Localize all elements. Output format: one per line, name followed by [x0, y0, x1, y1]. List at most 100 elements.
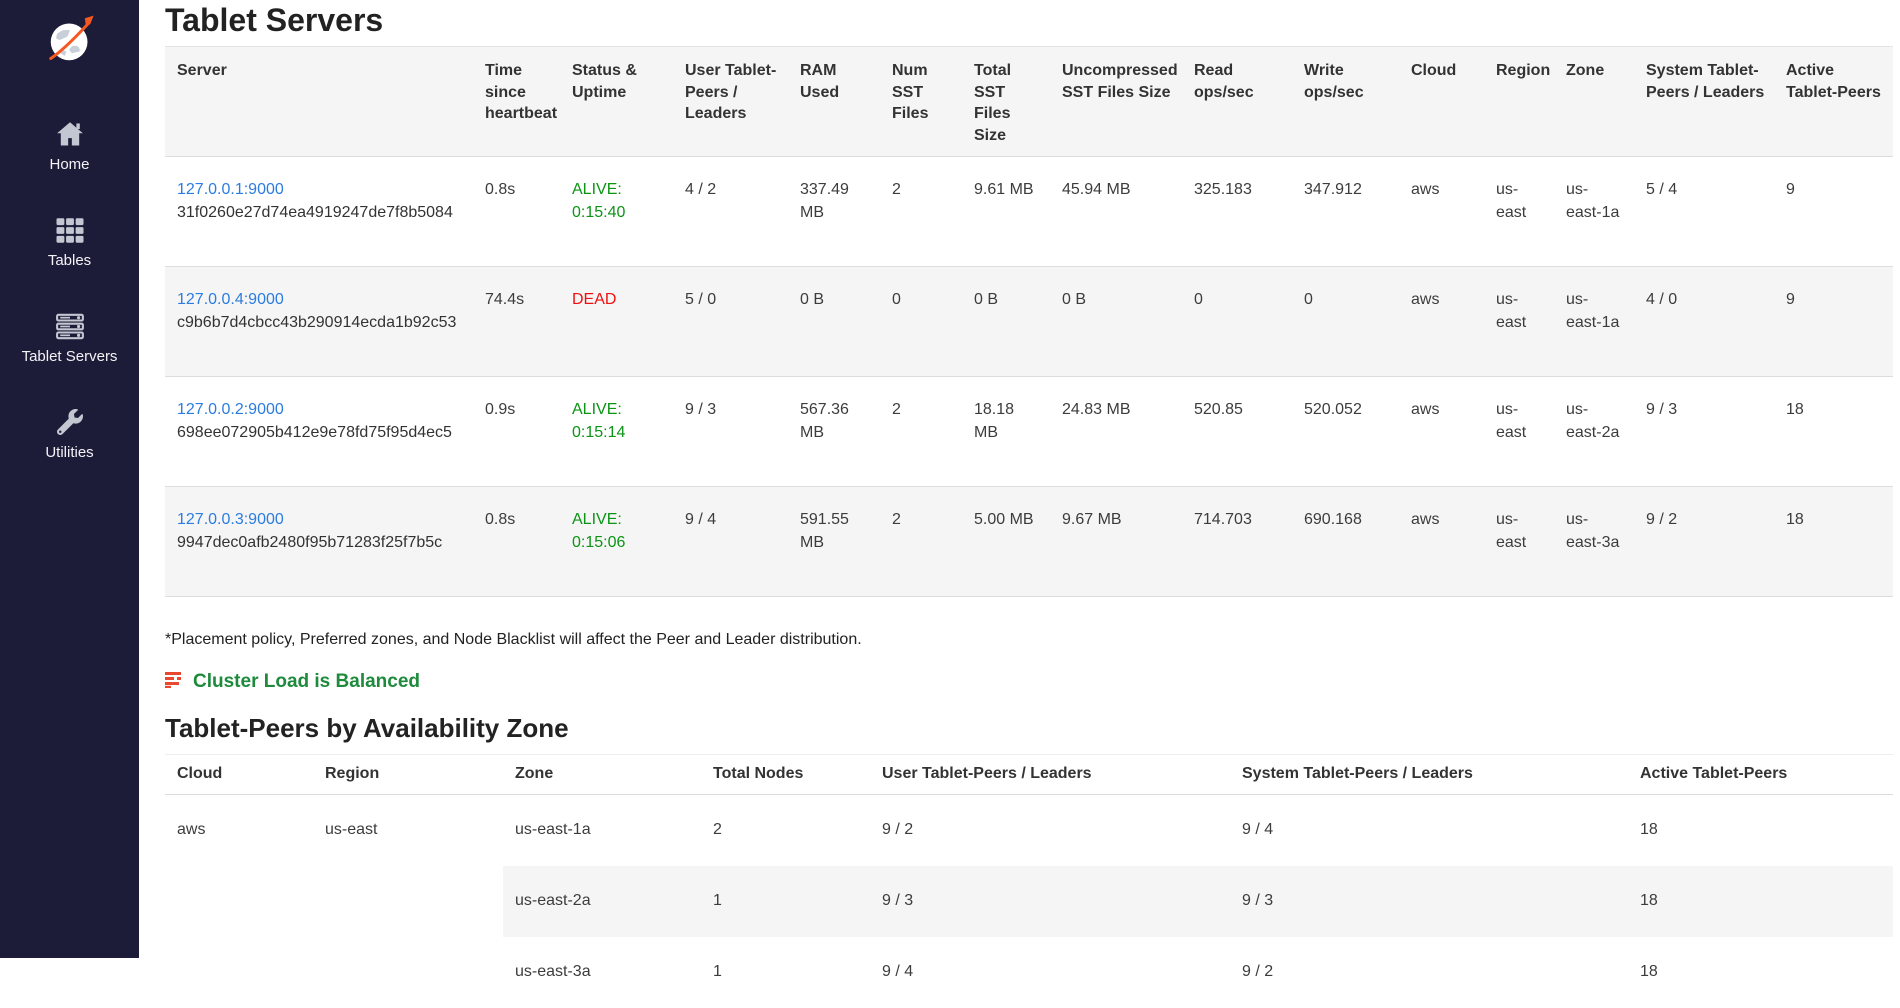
cloud-cell: aws [165, 794, 313, 1008]
total-sst-cell: 0 B [974, 291, 999, 309]
col-header-cloud: Cloud [165, 754, 313, 796]
total-sst-cell: 18.18 MB [974, 401, 1015, 441]
col-header-zone: Zone [1554, 45, 1634, 158]
write-ops-cell: 690.168 [1304, 511, 1362, 529]
status-badge: ALIVE: 0:15:06 [572, 511, 626, 551]
cloud-cell: aws [1411, 511, 1440, 529]
region-cell: us-east [1496, 181, 1527, 221]
server-row: 127.0.0.1:9000 31f0260e27d74ea4919247de7… [165, 156, 1893, 267]
region-cell: us-east [1496, 511, 1527, 551]
total-sst-cell: 9.61 MB [974, 181, 1034, 199]
col-header-region: Region [1484, 45, 1554, 158]
cloud-cell: aws [1411, 401, 1440, 419]
active-peers-cell: 18 [1640, 821, 1658, 839]
read-ops-cell: 714.703 [1194, 511, 1252, 529]
col-header-write-ops: Write ops/sec [1292, 45, 1399, 158]
server-address-link[interactable]: 127.0.0.1:9000 [177, 181, 284, 199]
zone-cell: us-east-3a [1566, 511, 1620, 551]
col-header-system-peers: System Tablet-Peers / Leaders [1230, 754, 1628, 796]
col-header-heartbeat: Time since heartbeat [473, 45, 560, 158]
server-uuid: 31f0260e27d74ea4919247de7f8b5084 [177, 203, 453, 221]
col-header-region: Region [313, 754, 503, 796]
load-status-text: Cluster Load is Balanced [193, 671, 421, 693]
server-row: 127.0.0.2:9000 698ee072905b412e9e78fd75f… [165, 376, 1893, 487]
num-sst-cell: 2 [892, 181, 901, 199]
globe-rocket-logo-graphic [48, 15, 94, 61]
active-peers-cell: 18 [1628, 866, 1893, 938]
status-cell: ALIVE: 0:15:14 [560, 377, 673, 487]
tablet-servers-icon [55, 311, 85, 341]
placement-footnote: *Placement policy, Preferred zones, and … [165, 631, 862, 649]
user-peers-cell: 9 / 3 [870, 866, 1230, 938]
server-cell: 127.0.0.3:9000 9947dec0afb2480f95b71283f… [165, 487, 473, 597]
col-header-status: Status & Uptime [560, 45, 673, 158]
sidebar-item-label: Home [49, 156, 90, 173]
load-balancer-icon [165, 671, 183, 693]
page-title: Tablet Servers [165, 2, 384, 38]
ram-cell: 567.36 MB [800, 401, 849, 441]
server-address-link[interactable]: 127.0.0.2:9000 [177, 401, 284, 419]
read-ops-cell: 520.85 [1194, 401, 1243, 419]
total-nodes-cell: 2 [713, 821, 722, 839]
zone-cell: us-east-1a [1566, 291, 1620, 331]
heartbeat-cell: 0.8s [485, 181, 516, 199]
system-peers-cell: 9 / 3 [1646, 401, 1678, 419]
user-peers-cell: 9 / 4 [882, 963, 914, 981]
read-ops-cell: 0 [1194, 291, 1203, 309]
col-header-server: Server [165, 45, 473, 158]
col-header-ram: RAM Used [788, 45, 880, 158]
main-content: Tablet Servers Server Time since heartbe… [139, 0, 1900, 1008]
col-header-cloud: Cloud [1399, 45, 1484, 158]
zone-cell: us-east-3a [515, 963, 591, 981]
heartbeat-cell: 74.4s [485, 291, 525, 309]
server-cell: 127.0.0.4:9000 c9b6b7d4cbcc43b290914ecda… [165, 267, 473, 377]
heartbeat-cell: 0.9s [485, 401, 516, 419]
cloud-cell: aws [1411, 291, 1440, 309]
server-uuid: 9947dec0afb2480f95b71283f25f7b5c [177, 533, 443, 551]
tables-icon [55, 215, 85, 245]
sidebar-item-label: Tablet Servers [21, 348, 118, 365]
active-peers-cell: 18 [1640, 963, 1658, 981]
col-header-zone: Zone [503, 754, 701, 796]
region-cell: us-east [313, 794, 503, 1008]
sidebar-nav: Home Tables [0, 105, 139, 489]
col-header-total-nodes: Total Nodes [701, 754, 870, 796]
sidebar-item-label: Tables [47, 252, 92, 269]
yugabytedb-logo[interactable] [42, 13, 98, 69]
system-peers-cell: 9 / 3 [1230, 866, 1628, 938]
write-ops-cell: 0 [1304, 291, 1313, 309]
col-header-system-peers: System Tablet-Peers / Leaders [1634, 45, 1774, 158]
col-header-active-peers: Active Tablet-Peers [1628, 754, 1893, 796]
cluster-load-status: Cluster Load is Balanced [165, 671, 1900, 693]
zone-cell: us-east-1a [1566, 181, 1620, 221]
user-peers-cell: 4 / 2 [685, 181, 717, 199]
uncompressed-sst-cell: 0 B [1062, 291, 1087, 309]
zone-row: us-east-2a 1 9 / 3 9 / 3 18 [165, 866, 1893, 938]
num-sst-cell: 2 [892, 401, 901, 419]
server-address-link[interactable]: 127.0.0.3:9000 [177, 511, 284, 529]
uncompressed-sst-cell: 45.94 MB [1062, 181, 1131, 199]
sidebar-item-utilities[interactable]: Utilities [0, 393, 139, 489]
uncompressed-sst-cell: 24.83 MB [1062, 401, 1131, 419]
write-ops-cell: 520.052 [1304, 401, 1362, 419]
sidebar-item-home[interactable]: Home [0, 105, 139, 201]
col-header-read-ops: Read ops/sec [1182, 45, 1292, 158]
server-address-link[interactable]: 127.0.0.4:9000 [177, 291, 284, 309]
col-header-active-peers: Active Tablet-Peers [1774, 45, 1893, 158]
zones-table-header-row: Cloud Region Zone Total Nodes User Table… [165, 754, 1893, 796]
user-peers-cell: 5 / 0 [685, 291, 717, 309]
write-ops-cell: 347.912 [1304, 181, 1362, 199]
server-uuid: c9b6b7d4cbcc43b290914ecda1b92c53 [177, 313, 457, 331]
status-cell: DEAD [560, 267, 673, 377]
col-header-total-sst: Total SST Files Size [962, 45, 1050, 158]
server-row: 127.0.0.3:9000 9947dec0afb2480f95b71283f… [165, 486, 1893, 597]
sidebar-item-tablet-servers[interactable]: Tablet Servers [0, 297, 139, 393]
ram-cell: 0 B [800, 291, 825, 309]
active-peers-cell: 18 [1786, 401, 1804, 419]
read-ops-cell: 325.183 [1194, 181, 1252, 199]
status-cell: ALIVE: 0:15:06 [560, 487, 673, 597]
sidebar-item-tables[interactable]: Tables [0, 201, 139, 297]
ram-cell: 591.55 MB [800, 511, 849, 551]
status-badge: ALIVE: 0:15:40 [572, 181, 626, 221]
sidebar-item-label: Utilities [45, 444, 94, 461]
